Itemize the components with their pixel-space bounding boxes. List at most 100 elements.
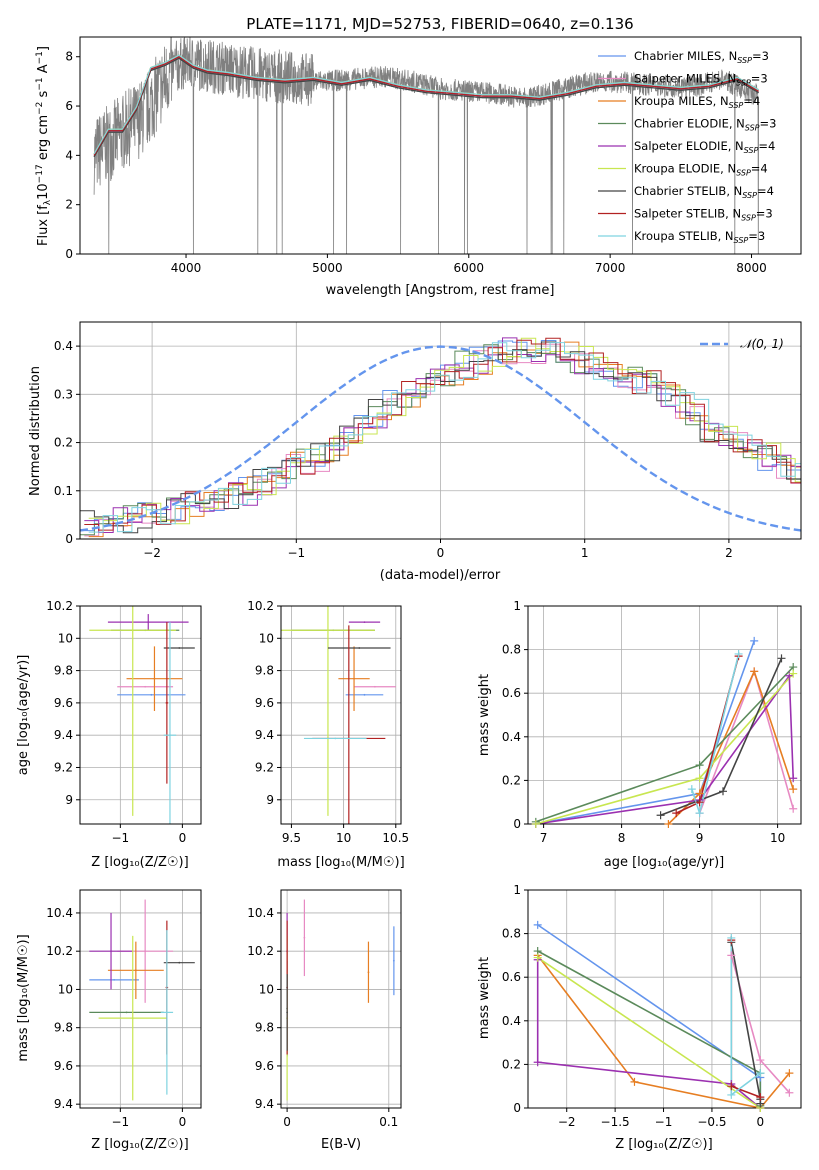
axes-frame <box>280 605 402 825</box>
y-tick-label: 10 <box>58 631 73 645</box>
y-tick-label: 9.8 <box>255 1021 274 1035</box>
data-point <box>165 701 168 704</box>
legend-entry: Kroupa STELIB, NSSP=3 <box>634 229 765 245</box>
plus-marker <box>727 933 736 942</box>
residuals-xlabel: (data-model)/error <box>380 568 501 583</box>
data-point <box>374 685 376 688</box>
legend-label-end: =3 <box>760 117 777 131</box>
mass-ebv-xlabel: E(B-V) <box>321 1137 361 1152</box>
data-point <box>363 693 366 696</box>
plus-marker <box>695 761 704 770</box>
legend-label-main: Kroupa ELODIE, N <box>634 162 736 176</box>
data-point <box>134 969 137 972</box>
data-point <box>165 1011 168 1014</box>
legend-label-sub: SSP <box>742 191 757 200</box>
mass-weight-line <box>698 668 794 814</box>
axes-frame <box>79 889 202 1109</box>
plus-marker <box>734 649 743 658</box>
x-tick-label: 1 <box>581 546 589 560</box>
plus-marker <box>533 920 542 929</box>
model-spectrum-line <box>93 55 759 156</box>
plot-area <box>89 606 195 824</box>
plus-marker <box>789 785 798 794</box>
x-tick-label: 8 <box>618 831 626 845</box>
legend-label-main: Kroupa STELIB, N <box>634 229 734 243</box>
y-tick-label: 9.6 <box>255 696 274 710</box>
plus-marker <box>687 785 696 794</box>
observed-spectrum-line <box>93 37 759 254</box>
plus-marker <box>630 1077 639 1086</box>
plus-marker <box>533 953 542 962</box>
y-tick-label: 0.1 <box>54 484 73 498</box>
data-point <box>144 685 147 688</box>
plus-marker <box>756 1069 765 1078</box>
mass-z-xlabel: Z [log₁₀(Z/Z☉)] <box>91 1137 188 1152</box>
y-tick-label: 0.2 <box>502 1057 521 1071</box>
legend-label-main: Salpeter STELIB, N <box>634 207 741 221</box>
x-tick-label: 0 <box>179 831 187 845</box>
plot-area <box>93 37 759 254</box>
spectrum-ylabel: Flux [fλ10−17 erg cm−2 s−1 A−1] <box>35 46 53 246</box>
plus-marker <box>695 809 704 818</box>
data-point <box>125 1011 128 1014</box>
legend-label-end: =4 <box>751 162 768 176</box>
y-tick-label: 0.8 <box>502 643 521 657</box>
y-tick-label: 10 <box>259 631 274 645</box>
x-tick-label: −0.5 <box>697 1115 726 1129</box>
y-tick-label: 9.2 <box>255 760 274 774</box>
legend-label-end: =3 <box>752 49 769 63</box>
plus-marker <box>727 951 736 960</box>
plus-marker <box>789 804 798 813</box>
plus-marker <box>656 811 665 820</box>
plot-area <box>281 606 396 824</box>
legend-label-main: Chabrier ELODIE, N <box>634 117 745 131</box>
y-tick-label: 9.6 <box>54 1059 73 1073</box>
legend-label-main: Chabrier STELIB, N <box>634 184 742 198</box>
mass-weight-line <box>691 653 740 817</box>
mass-weight-line <box>537 924 762 1108</box>
y-tick-label: 0.8 <box>502 927 521 941</box>
age-z-ylabel: age [log₁₀(age/yr)] <box>16 655 31 776</box>
data-point <box>353 677 355 680</box>
y-tick-label: 0 <box>513 817 521 831</box>
legend-label-end: =3 <box>756 207 773 221</box>
legend-entry: Salpeter MILES, NSSP=3 <box>634 72 768 88</box>
y-tick-label: 2 <box>65 198 73 212</box>
mass-weight-line <box>535 666 794 823</box>
y-tick-label: 1 <box>513 599 521 613</box>
x-tick-label: 10 <box>770 831 785 845</box>
y-tick-label: 0 <box>65 247 73 261</box>
legend-entry: Chabrier STELIB, NSSP=4 <box>634 184 774 200</box>
x-tick-label: 0 <box>437 546 445 560</box>
model-spectrum-line <box>93 57 759 158</box>
y-tick-label: 10 <box>58 982 73 996</box>
data-point <box>113 978 116 981</box>
y-tick-label: 9.4 <box>255 1097 274 1111</box>
x-tick-label: 0 <box>757 1115 765 1129</box>
x-tick-label: 6000 <box>454 261 485 275</box>
y-tick-label: 9.6 <box>54 696 73 710</box>
mass-weight-line <box>535 673 794 824</box>
legend-label-end: =3 <box>751 72 768 86</box>
y-tick-label: 0.3 <box>54 387 73 401</box>
x-tick-label: −1.5 <box>601 1115 630 1129</box>
normal-curve-line <box>80 345 801 532</box>
x-tick-label: 8000 <box>736 261 767 275</box>
plus-marker <box>727 1082 736 1091</box>
data-point <box>110 950 112 953</box>
plus-marker <box>727 1090 736 1099</box>
data-point <box>178 961 181 964</box>
mass-weight-line <box>730 942 762 1104</box>
y-tick-label: 0.4 <box>54 339 73 353</box>
plus-marker <box>785 1088 794 1097</box>
y-tick-label: 8 <box>65 50 73 64</box>
data-point <box>303 936 306 939</box>
legend-entry: Salpeter ELODIE, NSSP=4 <box>634 139 775 155</box>
data-point <box>144 950 147 953</box>
legend-label-end: =3 <box>748 229 765 243</box>
age-vs-z-panel: −1 0 9 9.2 9.4 9.6 9.8 10 10.2 <box>46 599 202 845</box>
x-tick-label: −2 <box>143 546 161 560</box>
massweight-vs-z-panel: −2 −1.5 −1 −0.5 0 0 0.2 0.4 0.6 0.8 1 <box>502 883 802 1129</box>
x-tick-label: −1 <box>287 546 305 560</box>
